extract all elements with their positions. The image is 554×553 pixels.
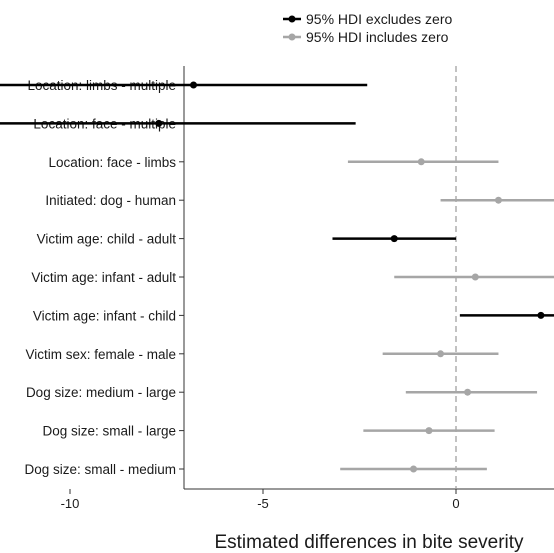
category-label: Location: face - limbs (48, 155, 176, 170)
point-estimate (464, 388, 472, 396)
category-label: Dog size: small - medium (24, 462, 176, 477)
point-estimate (155, 119, 163, 127)
x-tick-label: 0 (452, 496, 459, 511)
point-estimate (494, 196, 502, 204)
category-label: Victim age: infant - adult (31, 270, 176, 285)
category-label: Victim sex: female - male (25, 347, 176, 362)
interval-marks (0, 81, 554, 473)
category-label: Dog size: small - large (42, 424, 176, 439)
legend-point-excludes (288, 15, 296, 23)
legend-label-includes: 95% HDI includes zero (306, 29, 449, 45)
point-estimate (190, 81, 198, 89)
x-tick-label: -5 (257, 496, 269, 511)
x-axis-ticks: -10-505 (61, 489, 460, 511)
point-estimate (471, 273, 479, 281)
point-estimate (417, 158, 425, 166)
category-label: Victim age: child - adult (37, 232, 177, 247)
x-tick-label: -10 (61, 496, 80, 511)
legend-label-excludes: 95% HDI excludes zero (306, 11, 453, 27)
point-estimate (425, 427, 433, 435)
category-label: Initiated: dog - human (45, 193, 176, 208)
x-axis-title: Estimated differences in bite severity (214, 532, 524, 553)
legend-point-includes (288, 33, 296, 41)
point-estimate (410, 465, 418, 473)
point-estimate (537, 311, 545, 319)
legend: 95% HDI excludes zero 95% HDI includes z… (283, 11, 453, 45)
point-estimate (437, 350, 445, 358)
category-label: Victim age: infant - child (33, 308, 176, 323)
point-estimate (390, 235, 398, 243)
category-label: Dog size: medium - large (26, 385, 176, 400)
